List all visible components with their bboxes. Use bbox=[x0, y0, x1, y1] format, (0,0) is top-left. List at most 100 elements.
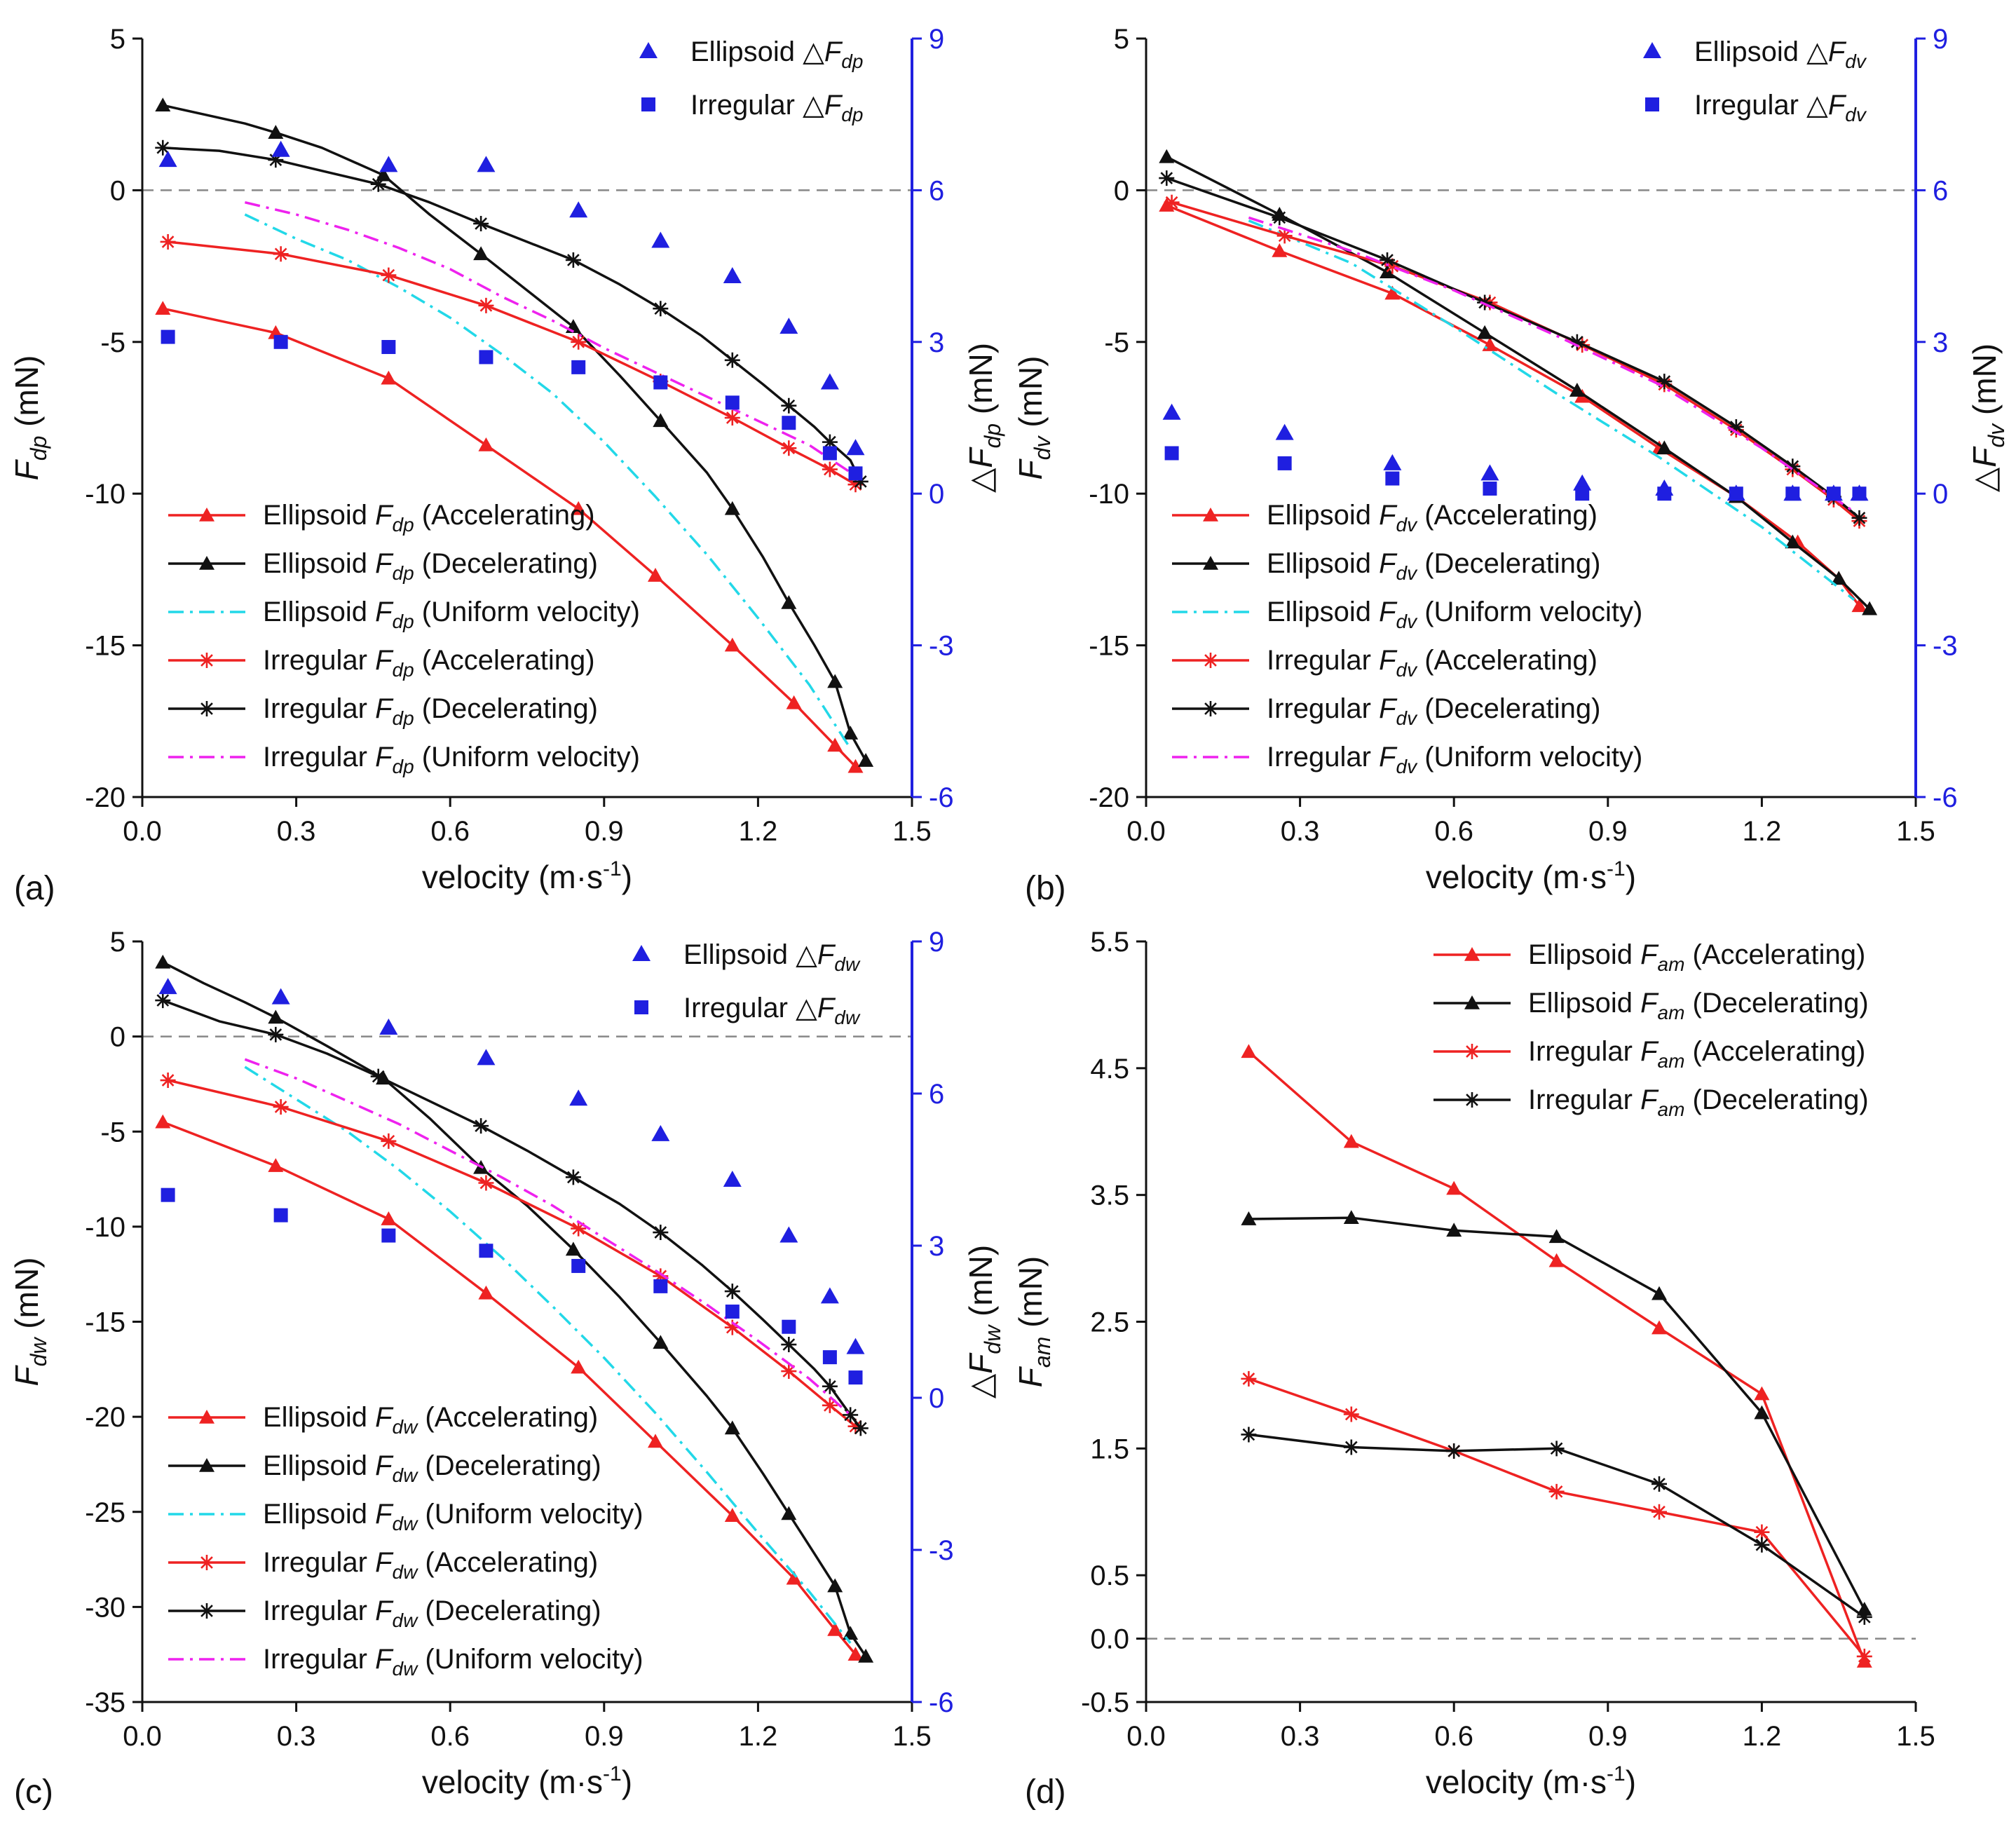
series-line bbox=[162, 999, 862, 1429]
y2-tick-label: 0 bbox=[1933, 479, 1948, 510]
y2-tick-label: 0 bbox=[929, 1383, 944, 1414]
legend-marker bbox=[1645, 97, 1659, 111]
data-point bbox=[565, 1241, 581, 1256]
data-point bbox=[473, 246, 489, 261]
y2-axis-title: △Fdw (mN) bbox=[962, 1245, 1005, 1398]
y2-tick-label: -3 bbox=[1933, 631, 1958, 662]
y2-tick-label: 6 bbox=[1933, 175, 1948, 206]
data-point bbox=[1241, 1427, 1257, 1443]
y-tick-label: 5 bbox=[110, 927, 125, 958]
legend-label: Ellipsoid Fdw (Uniform velocity) bbox=[263, 1499, 643, 1534]
x-tick-label: 0.3 bbox=[277, 816, 316, 847]
data-point bbox=[1785, 458, 1801, 475]
y-tick-label: -5 bbox=[100, 327, 125, 358]
data-point bbox=[571, 501, 587, 515]
data-point bbox=[822, 1378, 838, 1394]
delta-series-1 bbox=[161, 329, 863, 481]
legend-label: Irregular Fam (Decelerating) bbox=[1528, 1084, 1869, 1120]
legend-marker bbox=[199, 1603, 214, 1619]
x-tick-label: 1.5 bbox=[892, 1721, 932, 1752]
y-tick-label: -15 bbox=[85, 631, 125, 662]
data-point bbox=[1785, 534, 1801, 549]
legend-marker bbox=[199, 701, 214, 716]
y2-tick-label: 9 bbox=[1933, 24, 1948, 55]
data-point bbox=[1548, 1253, 1565, 1267]
data-point bbox=[155, 954, 171, 969]
y-tick-label: -10 bbox=[85, 1212, 125, 1243]
legend-label: Ellipsoid Fdp (Uniform velocity) bbox=[263, 597, 640, 632]
data-point bbox=[1754, 1524, 1770, 1540]
data-point bbox=[724, 501, 740, 515]
y-tick-label: -0.5 bbox=[1081, 1687, 1129, 1718]
series-3 bbox=[160, 1073, 864, 1434]
data-point bbox=[1851, 510, 1867, 526]
legend-marker bbox=[199, 1458, 214, 1472]
data-point bbox=[571, 1359, 587, 1374]
series-line bbox=[162, 961, 867, 1657]
x-tick-label: 1.2 bbox=[739, 1721, 778, 1752]
delta-point bbox=[820, 1287, 839, 1304]
delta-point bbox=[158, 151, 177, 168]
data-point bbox=[852, 473, 869, 489]
x-tick-label: 0.3 bbox=[1281, 816, 1320, 847]
delta-point bbox=[569, 201, 588, 218]
delta-point bbox=[848, 1370, 863, 1385]
x-tick-label: 0.6 bbox=[430, 816, 470, 847]
data-point bbox=[653, 413, 669, 428]
data-point bbox=[653, 1268, 669, 1284]
delta-point bbox=[1785, 486, 1800, 501]
x-tick-label: 1.5 bbox=[892, 816, 932, 847]
delta-point bbox=[846, 439, 865, 456]
series-line bbox=[162, 307, 857, 768]
data-point bbox=[1446, 1180, 1462, 1195]
data-point bbox=[847, 1647, 864, 1661]
chart-panel-c: 50-5-10-15-20-25-30-350.0 0.3 0.6 0.9 1.2 1.5… bbox=[8, 927, 1005, 1811]
x-tick-label: 0.3 bbox=[1281, 1721, 1320, 1752]
y-tick-label: 5 bbox=[1114, 24, 1129, 55]
data-point bbox=[843, 1407, 859, 1423]
data-point bbox=[724, 1319, 740, 1335]
y-tick-label: 0 bbox=[110, 1022, 125, 1053]
data-point bbox=[781, 397, 797, 414]
y2-axis-title: △Fdp (mN) bbox=[962, 343, 1005, 493]
series-3 bbox=[1241, 1427, 1872, 1625]
data-point bbox=[268, 1009, 284, 1024]
y2-tick-label: 3 bbox=[929, 327, 944, 358]
series-4 bbox=[155, 993, 869, 1436]
x-tick-label: 0.6 bbox=[1434, 816, 1473, 847]
data-point bbox=[781, 1506, 797, 1520]
data-point bbox=[822, 461, 838, 477]
data-point bbox=[381, 370, 397, 385]
data-point bbox=[1548, 1441, 1565, 1457]
data-point bbox=[571, 1220, 587, 1237]
data-point bbox=[1548, 1229, 1565, 1244]
data-point bbox=[1856, 1648, 1872, 1664]
data-point bbox=[724, 352, 740, 368]
legend-label: Irregular Fdv (Uniform velocity) bbox=[1267, 742, 1642, 777]
delta-point bbox=[820, 373, 839, 390]
delta-point bbox=[1277, 456, 1292, 470]
delta-point bbox=[271, 988, 290, 1005]
y-tick-label: -15 bbox=[1089, 631, 1129, 662]
data-point bbox=[724, 410, 740, 426]
data-point bbox=[1343, 1439, 1359, 1455]
x-tick-label: 1.5 bbox=[1896, 816, 1935, 847]
legend-marker bbox=[1643, 42, 1661, 58]
data-point bbox=[1728, 418, 1744, 435]
data-point bbox=[1754, 1386, 1770, 1401]
data-point bbox=[648, 568, 663, 582]
legend-marker bbox=[199, 1555, 214, 1570]
y-tick-label: 2.5 bbox=[1090, 1307, 1129, 1338]
data-point bbox=[1651, 1320, 1667, 1335]
delta-point bbox=[1385, 471, 1400, 486]
y-axis-title: Fdw (mN) bbox=[8, 1258, 51, 1387]
x-tick-label: 1.5 bbox=[1896, 1721, 1935, 1752]
data-point bbox=[1851, 598, 1867, 613]
y2-tick-label: 9 bbox=[929, 927, 944, 958]
data-point bbox=[1343, 1134, 1359, 1148]
data-point bbox=[155, 301, 171, 315]
series-line bbox=[163, 147, 862, 482]
delta-point bbox=[723, 267, 742, 284]
data-point bbox=[370, 176, 386, 192]
